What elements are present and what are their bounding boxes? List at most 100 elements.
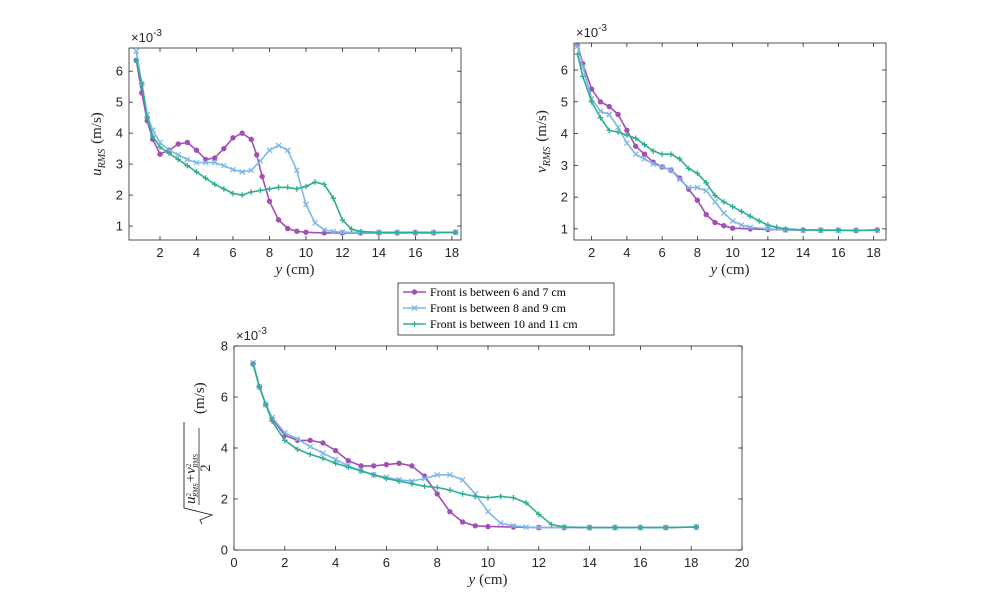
data-point — [133, 48, 140, 55]
x-tick-label: 6 — [229, 245, 236, 260]
data-point — [175, 141, 181, 147]
data-point — [773, 224, 780, 231]
y-tick-label: 1 — [116, 219, 123, 234]
y-tick-label: 3 — [116, 157, 123, 172]
data-point — [330, 228, 337, 235]
data-point — [764, 225, 771, 232]
data-point — [676, 176, 683, 183]
data-point — [175, 151, 182, 158]
data-point — [376, 229, 382, 236]
data-point — [253, 152, 260, 158]
x-tick-label: 10 — [725, 245, 739, 260]
data-point — [409, 480, 415, 487]
data-point — [721, 199, 727, 205]
y-tick-label: 6 — [116, 64, 123, 79]
axes-box — [233, 345, 743, 551]
data-point — [434, 491, 440, 497]
x-tick-label: 14 — [796, 245, 810, 260]
x-tick-label: 12 — [532, 555, 546, 570]
data-point — [144, 114, 151, 121]
axes-box — [128, 47, 462, 241]
data-point — [597, 108, 604, 115]
x-tick-label: 2 — [588, 245, 595, 260]
y-tick-label: 6 — [221, 390, 228, 405]
data-point — [459, 491, 466, 497]
data-point — [637, 524, 644, 531]
series-2 — [133, 48, 459, 236]
data-point — [193, 159, 200, 166]
series-2 — [250, 359, 700, 531]
data-point — [202, 159, 209, 166]
data-point — [765, 222, 771, 228]
data-point — [248, 167, 255, 174]
data-point — [257, 187, 264, 194]
data-point — [523, 524, 530, 531]
data-point — [485, 494, 491, 501]
data-point — [332, 460, 339, 467]
x-axis-label: y (cm) — [274, 262, 315, 278]
data-point — [239, 130, 245, 136]
legend-marker — [411, 321, 418, 327]
data-point — [157, 151, 163, 157]
data-point — [294, 436, 301, 443]
data-point — [703, 187, 710, 194]
data-point — [729, 225, 736, 231]
data-point — [383, 461, 390, 468]
data-point — [659, 151, 665, 158]
data-point — [394, 229, 400, 236]
y-tick-label: 1 — [561, 221, 568, 236]
y-tick-label: 2 — [116, 188, 123, 203]
data-point — [319, 450, 326, 457]
data-point — [239, 168, 246, 175]
data-point — [421, 475, 428, 482]
data-point — [434, 484, 440, 491]
data-point — [800, 227, 806, 233]
data-point — [230, 190, 236, 197]
data-point — [321, 226, 328, 233]
series-3 — [574, 51, 880, 234]
y-tick-label: 3 — [561, 158, 568, 173]
data-point — [409, 463, 415, 469]
data-point — [345, 464, 352, 470]
data-point — [729, 203, 736, 210]
data-point — [606, 127, 613, 134]
data-point — [275, 184, 282, 191]
data-point — [459, 519, 466, 525]
data-point — [729, 217, 736, 224]
data-point — [275, 142, 282, 149]
data-point — [668, 151, 674, 158]
legend: Front is between 6 and 7 cm Front is betw… — [397, 282, 615, 336]
data-point — [676, 156, 683, 162]
data-point — [358, 463, 364, 469]
data-point — [641, 151, 648, 157]
data-point — [211, 159, 218, 166]
data-point — [421, 483, 428, 490]
data-point — [615, 111, 621, 118]
data-point — [712, 198, 718, 205]
data-point — [612, 524, 618, 531]
legend-entry: Front is between 8 and 9 cm — [403, 301, 567, 315]
series-line — [252, 362, 697, 529]
data-point — [275, 217, 282, 223]
data-point — [650, 160, 657, 167]
series-line — [252, 363, 697, 529]
data-point — [269, 418, 275, 425]
data-point — [220, 162, 227, 169]
data-point — [332, 447, 339, 454]
data-point — [738, 208, 745, 215]
series-line — [576, 44, 878, 232]
data-point — [510, 494, 517, 501]
data-point — [307, 443, 314, 450]
legend-box — [397, 282, 615, 336]
x-tick-label: 6 — [383, 555, 390, 570]
series-line — [576, 46, 878, 232]
x-tick-label: 20 — [735, 555, 749, 570]
series-line — [135, 50, 456, 234]
data-point — [447, 509, 453, 515]
data-point — [138, 80, 145, 87]
data-point — [597, 99, 604, 105]
x-tick-label: 16 — [831, 245, 845, 260]
data-point — [133, 57, 140, 64]
